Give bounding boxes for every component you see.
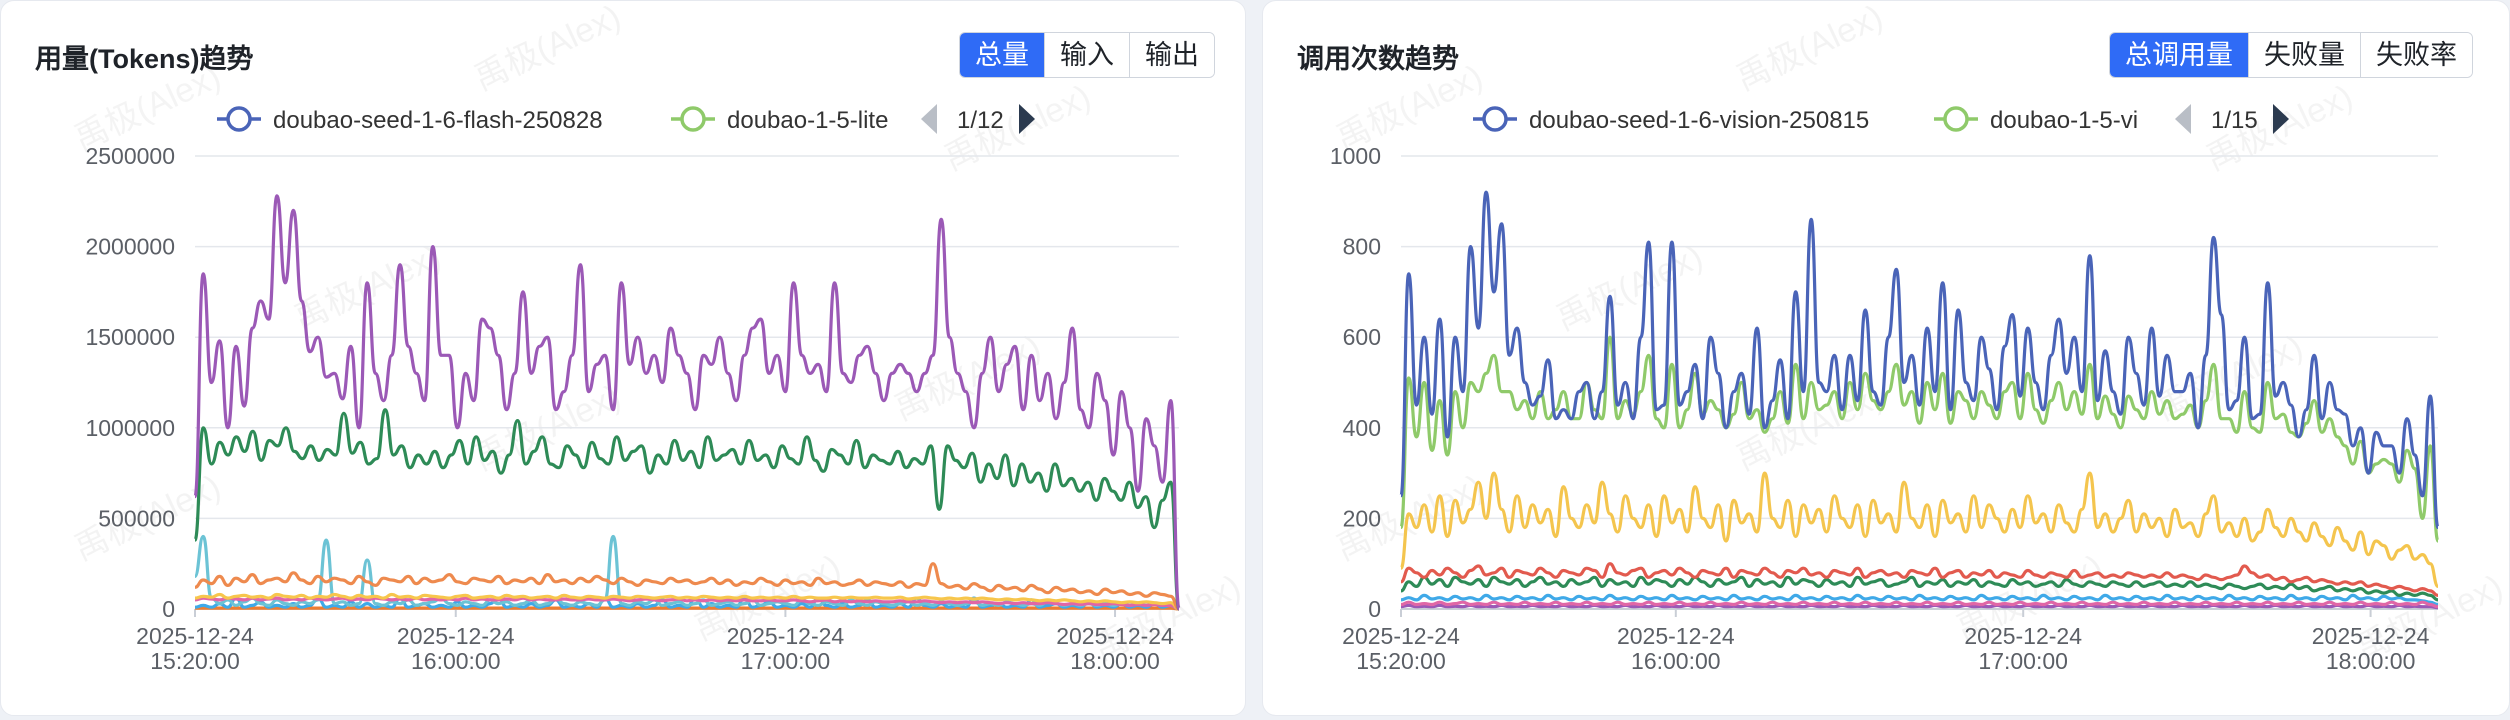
y-tick-label: 200 — [1343, 505, 1381, 531]
series-line — [1400, 575, 2439, 602]
series-line — [1400, 600, 2439, 609]
x-tick-date: 2025-12-24 — [1964, 623, 2082, 649]
x-tick-date: 2025-12-24 — [136, 623, 254, 649]
y-tick-label: 2000000 — [85, 234, 175, 260]
x-tick-time: 18:00:00 — [2326, 648, 2416, 674]
legend-next-icon[interactable] — [1019, 104, 1035, 134]
legend-prev-icon[interactable] — [2175, 104, 2191, 134]
legend-page-indicator: 1/15 — [2211, 107, 2258, 134]
y-tick-label: 400 — [1343, 415, 1381, 441]
watermark-text: 禹极(Alex) — [468, 1, 626, 98]
series-line — [194, 596, 1180, 611]
legend-page-indicator: 1/12 — [957, 107, 1004, 134]
tokens-trend-card: 禹极(Alex)禹极(Alex)禹极(Alex)禹极(Alex)禹极(Alex)… — [0, 0, 1246, 716]
y-tick-label: 1000000 — [85, 415, 175, 441]
x-tick-date: 2025-12-24 — [397, 623, 515, 649]
watermark-text: 禹极(Alex) — [288, 238, 446, 339]
x-tick-date: 2025-12-24 — [2312, 623, 2430, 649]
x-tick-time: 16:00:00 — [411, 648, 501, 674]
y-tick-label: 0 — [162, 596, 175, 622]
legend-label: doubao-seed-1-6-flash-250828 — [273, 107, 603, 134]
card-title: 用量(Tokens)趋势 — [35, 44, 254, 74]
legend-circle-icon — [1943, 106, 1969, 132]
x-tick-time: 16:00:00 — [1631, 648, 1721, 674]
series-line — [1400, 603, 2439, 610]
legend-item[interactable]: doubao-1-5-lite — [671, 106, 888, 134]
legend-circle-icon — [1482, 106, 1508, 132]
tab-total[interactable]: 总量 — [960, 33, 1044, 77]
legend-prev-icon[interactable] — [921, 104, 937, 134]
series-line — [194, 592, 1180, 611]
x-tick-date: 2025-12-24 — [727, 623, 845, 649]
series-line — [1400, 593, 2439, 607]
y-tick-label: 500000 — [98, 505, 175, 531]
y-tick-label: 1000 — [1330, 143, 1381, 169]
calls-trend-card: 禹极(Alex)禹极(Alex)禹极(Alex)禹极(Alex)禹极(Alex)… — [1262, 0, 2510, 716]
y-tick-label: 800 — [1343, 234, 1381, 260]
legend-circle-icon — [680, 106, 706, 132]
calls-trend-chart: 禹极(Alex)禹极(Alex)禹极(Alex)禹极(Alex)禹极(Alex)… — [1330, 1, 2509, 674]
card-title: 调用次数趋势 — [1297, 44, 1459, 74]
x-tick-date: 2025-12-24 — [1342, 623, 1460, 649]
series-line — [193, 194, 1181, 611]
legend-label: doubao-seed-1-6-vision-250815 — [1529, 107, 1869, 134]
tokens-trend-chart: 禹极(Alex)禹极(Alex)禹极(Alex)禹极(Alex)禹极(Alex)… — [68, 1, 1245, 674]
y-tick-label: 600 — [1343, 324, 1381, 350]
legend-item[interactable]: doubao-seed-1-6-flash-250828 — [217, 106, 603, 134]
legend-next-icon[interactable] — [2273, 104, 2289, 134]
watermark-text: 禹极(Alex) — [1550, 238, 1708, 339]
legend-item[interactable]: doubao-1-5-vi — [1934, 106, 2138, 134]
y-tick-label: 1500000 — [85, 324, 175, 350]
y-tick-label: 2500000 — [85, 143, 175, 169]
x-tick-date: 2025-12-24 — [1056, 623, 1174, 649]
tab-output[interactable]: 输出 — [1129, 33, 1214, 77]
series-line — [194, 596, 1180, 611]
y-tick-label: 0 — [1368, 596, 1381, 622]
tab-failure-rate[interactable]: 失败率 — [2360, 33, 2472, 77]
x-tick-date: 2025-12-24 — [1617, 623, 1735, 649]
metric-switch: 总量 输入 输出 — [959, 32, 1215, 78]
legend-circle-icon — [226, 106, 252, 132]
x-tick-time: 18:00:00 — [1070, 648, 1160, 674]
series-line — [1400, 562, 2439, 597]
x-tick-time: 17:00:00 — [741, 648, 831, 674]
watermark-text: 禹极(Alex) — [1730, 1, 1888, 98]
tab-total-calls[interactable]: 总调用量 — [2110, 33, 2248, 77]
tab-input[interactable]: 输入 — [1044, 33, 1129, 77]
legend-label: doubao-1-5-lite — [727, 107, 888, 134]
x-tick-time: 15:20:00 — [150, 648, 240, 674]
series-line — [194, 562, 1180, 611]
legend-label: doubao-1-5-vi — [1990, 107, 2138, 134]
series-line — [1399, 471, 2440, 588]
metric-switch: 总调用量 失败量 失败率 — [2109, 32, 2473, 78]
x-tick-time: 15:20:00 — [1356, 648, 1446, 674]
tab-failed[interactable]: 失败量 — [2248, 33, 2360, 77]
series-line — [1399, 190, 2440, 530]
x-tick-time: 17:00:00 — [1978, 648, 2068, 674]
legend-item[interactable]: doubao-seed-1-6-vision-250815 — [1473, 106, 1869, 134]
series-line — [193, 408, 1181, 611]
